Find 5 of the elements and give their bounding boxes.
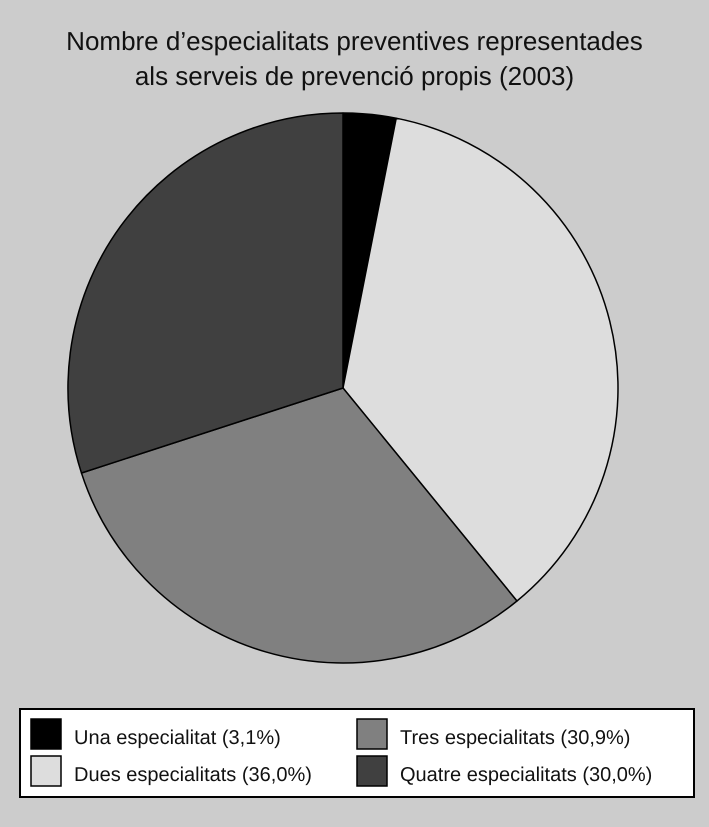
legend-label: Quatre especialitats (30,0%) [400, 764, 652, 786]
legend-label: Dues especialitats (36,0%) [74, 764, 312, 786]
legend-label: Tres especialitats (30,9%) [400, 727, 630, 749]
legend-label: Una especialitat (3,1%) [74, 727, 281, 749]
chart-title: Nombre d’especialitats preventives representades als serveis de prevenció propis (2003) [66, 26, 643, 91]
